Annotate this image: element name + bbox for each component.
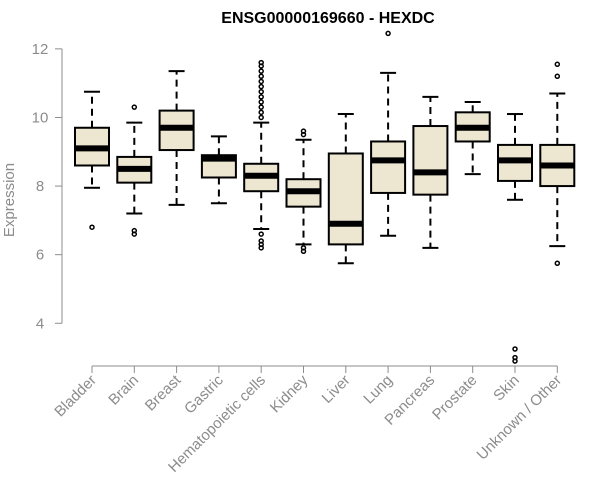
box-group [158, 70, 195, 206]
outlier-point [300, 248, 307, 254]
y-tick-label: 8 [36, 178, 44, 195]
x-tick-label: Prostate [429, 372, 481, 424]
plot-area [74, 30, 576, 364]
outlier-point [554, 61, 561, 68]
outlier-point [258, 94, 264, 100]
box-group [243, 59, 280, 251]
outlier-point [258, 114, 264, 121]
x-tick-label: Breast [142, 371, 185, 414]
y-tick-label: 12 [32, 41, 49, 58]
box-group [116, 104, 153, 237]
y-tick-label: 6 [36, 247, 44, 264]
box-group [370, 30, 407, 237]
y-axis-label: Expression [1, 163, 18, 237]
chart-title: ENSG00000169660 - HEXDC [221, 10, 435, 27]
box [412, 125, 449, 196]
box-group [454, 101, 491, 176]
y-tick-label: 4 [36, 315, 44, 332]
x-tick-label: Kidney [267, 371, 312, 416]
outlier-point [385, 30, 391, 37]
x-tick-label: Skin [490, 372, 523, 405]
outlier-point [89, 224, 95, 230]
outlier-point [300, 131, 307, 138]
outlier-point [258, 59, 264, 66]
box-group [74, 90, 110, 230]
outlier-point [131, 104, 138, 110]
box-group [327, 113, 364, 265]
outlier-point [258, 245, 264, 251]
outlier-point [258, 78, 264, 85]
outlier-point [258, 109, 264, 116]
box-group [539, 61, 576, 266]
outlier-point [554, 260, 561, 266]
y-tick-label: 10 [32, 109, 49, 126]
x-tick-label: Brain [105, 372, 142, 409]
box-group [497, 113, 533, 364]
x-tick-label: Liver [319, 372, 354, 407]
box-group [285, 128, 322, 254]
outlier-point [258, 104, 264, 110]
box-group [412, 95, 449, 249]
outlier-point [258, 88, 264, 95]
outlier-point [258, 73, 264, 80]
outlier-point [554, 73, 561, 80]
box [327, 152, 364, 246]
outlier-point [258, 83, 264, 90]
outlier-point [258, 68, 264, 74]
box-group [200, 135, 237, 205]
x-tick-label: Lung [360, 372, 396, 408]
outlier-point [512, 358, 518, 364]
y-axis: 4 6 8 10 12 [32, 41, 63, 332]
outlier-point [258, 99, 264, 105]
outlier-point [512, 346, 518, 352]
outlier-point [131, 231, 138, 237]
x-tick-label: Bladder [51, 372, 100, 421]
outlier-point [258, 231, 264, 237]
box [370, 140, 407, 194]
